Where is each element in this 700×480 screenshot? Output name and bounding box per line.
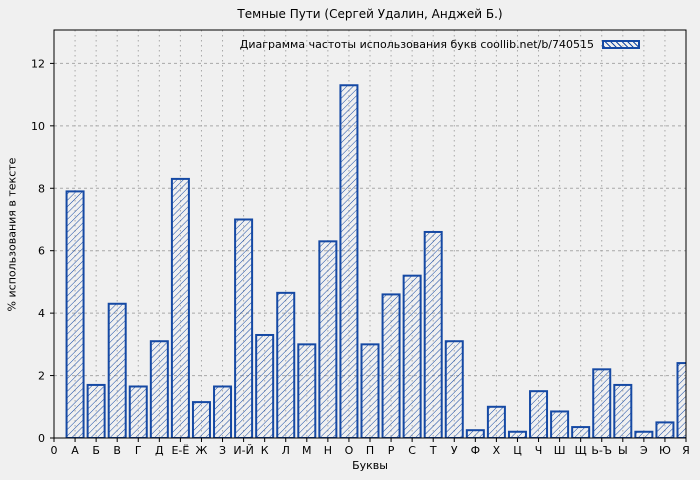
x-tick-label: Ь-Ъ bbox=[591, 444, 612, 457]
x-tick-label: П bbox=[366, 444, 374, 457]
x-tick-label: Ц bbox=[513, 444, 522, 457]
x-tick-label: Ш bbox=[554, 444, 566, 457]
plot-border bbox=[53, 29, 687, 439]
x-tick-label: Г bbox=[135, 444, 142, 457]
x-tick-label: Ч bbox=[535, 444, 543, 457]
bar bbox=[213, 385, 233, 438]
y-axis-label: % использования в тексте bbox=[5, 157, 19, 312]
bar bbox=[318, 240, 338, 438]
x-tick-label: К bbox=[261, 444, 269, 457]
y-tick-label: 8 bbox=[38, 182, 45, 195]
bar bbox=[550, 410, 570, 438]
bar bbox=[339, 84, 359, 438]
x-tick-label: М bbox=[302, 444, 312, 457]
x-tick-label: О bbox=[345, 444, 354, 457]
bar bbox=[107, 302, 127, 438]
bar bbox=[255, 333, 275, 438]
x-tick-label: Я bbox=[682, 444, 690, 457]
bar bbox=[486, 405, 506, 438]
bar bbox=[402, 274, 422, 438]
bar bbox=[613, 383, 633, 438]
bar bbox=[465, 429, 485, 438]
x-tick-label: Э bbox=[640, 444, 648, 457]
bar bbox=[276, 291, 296, 438]
bar bbox=[128, 385, 148, 438]
bar bbox=[529, 390, 549, 438]
bar bbox=[655, 421, 675, 438]
x-tick-label: Д bbox=[155, 444, 164, 457]
x-tick-label: И-Й bbox=[233, 444, 253, 457]
x-tick-label: Ы bbox=[618, 444, 628, 457]
y-tick-label: 12 bbox=[31, 57, 45, 70]
x-tick-label: В bbox=[113, 444, 121, 457]
bar bbox=[507, 430, 527, 438]
bar bbox=[571, 426, 591, 438]
bar bbox=[86, 383, 106, 438]
x-tick-label: Ю bbox=[659, 444, 671, 457]
bar bbox=[170, 177, 190, 438]
bar bbox=[65, 190, 85, 438]
y-tick-label: 10 bbox=[31, 120, 45, 133]
x-tick-label: С bbox=[408, 444, 416, 457]
legend-label: Диаграмма частоты использования букв coo… bbox=[239, 37, 594, 51]
bar bbox=[191, 401, 211, 438]
y-tick-label: 2 bbox=[38, 370, 45, 383]
bar bbox=[381, 293, 401, 438]
x-tick-label: З bbox=[219, 444, 226, 457]
bar bbox=[676, 362, 686, 438]
bar bbox=[444, 340, 464, 438]
bars-group bbox=[65, 84, 686, 438]
x-tick-label: Б bbox=[92, 444, 100, 457]
bar bbox=[234, 218, 254, 438]
x-tick-label: Т bbox=[429, 444, 437, 457]
chart-title: Темные Пути (Сергей Удалин, Анджей Б.) bbox=[237, 7, 503, 21]
x-tick-label: Р bbox=[388, 444, 395, 457]
y-tick-label: 4 bbox=[38, 307, 45, 320]
x-tick-label: Е-Ё bbox=[171, 444, 189, 457]
bar bbox=[297, 343, 317, 438]
x-tick-label: Н bbox=[324, 444, 332, 457]
x-tick-label: 0 bbox=[51, 444, 58, 457]
x-tick-label: Х bbox=[493, 444, 501, 457]
bar bbox=[423, 230, 443, 438]
x-tick-label: Ж bbox=[196, 444, 208, 457]
legend: Диаграмма частоты использования букв coo… bbox=[0, 37, 640, 51]
bar bbox=[634, 430, 654, 438]
x-tick-label: У bbox=[451, 444, 458, 457]
x-tick-label: А bbox=[71, 444, 79, 457]
y-tick-label: 6 bbox=[38, 245, 45, 258]
y-tick-label: 0 bbox=[38, 432, 45, 445]
x-tick-label: Щ bbox=[575, 444, 587, 457]
legend-swatch bbox=[602, 39, 640, 49]
x-tick-label: Ф bbox=[471, 444, 480, 457]
x-axis-label: Буквы bbox=[352, 459, 388, 472]
bar bbox=[360, 343, 380, 438]
bar bbox=[592, 368, 612, 438]
bar bbox=[149, 340, 169, 438]
x-tick-label: Л bbox=[282, 444, 290, 457]
